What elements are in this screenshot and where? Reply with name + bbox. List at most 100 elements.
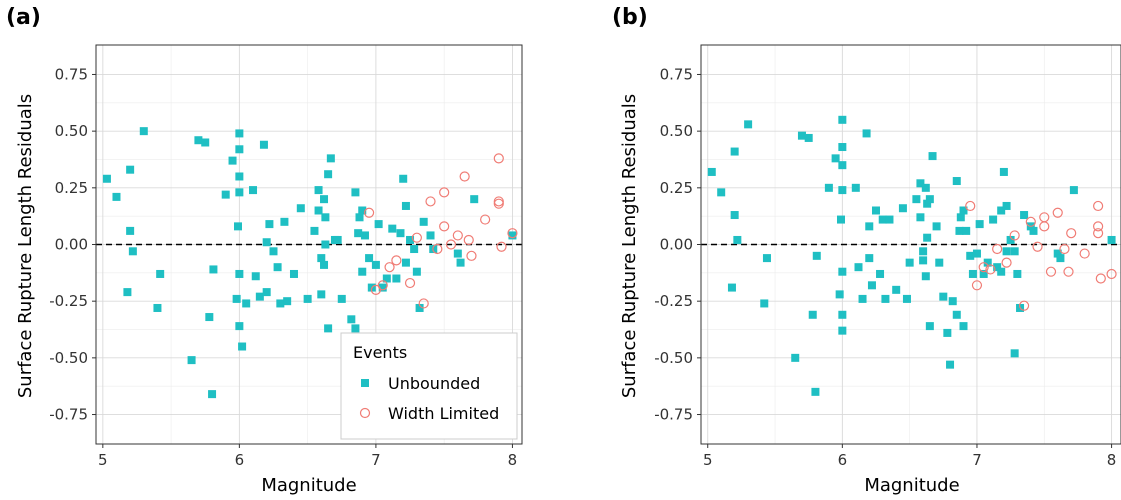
panel-b-plot-border: [700, 44, 1121, 445]
panel-b-point-unbounded: [959, 206, 968, 215]
panel-a-point-width-limited: [493, 196, 504, 207]
panel-b-point-unbounded: [928, 152, 937, 161]
panel-b-y-tick-label: 0.75: [660, 65, 693, 83]
panel-a-point-width-limited: [439, 187, 450, 198]
panel-b-y-tick-label: -0.25: [654, 292, 693, 310]
panel-a-point-unbounded: [251, 272, 260, 281]
panel-b-point-unbounded: [824, 183, 833, 192]
panel-b-point-unbounded: [838, 143, 847, 152]
panel-b-point-unbounded: [1010, 349, 1019, 358]
panel-a-point-width-limited: [439, 221, 450, 232]
panel-a-point-unbounded: [358, 206, 367, 215]
panel-a-point-unbounded: [351, 324, 360, 333]
panel-b-point-unbounded: [865, 254, 874, 263]
panel-a-point-unbounded: [410, 245, 419, 254]
panel-b-point-unbounded: [1002, 247, 1011, 256]
legend-box: [340, 332, 518, 440]
panel-a-point-unbounded: [238, 342, 247, 351]
panel-b-y-axis-title: Surface Rupture Length Residuals: [619, 94, 640, 398]
panel-b-point-unbounded: [858, 294, 867, 303]
panel-b-point-width-limited: [1059, 243, 1070, 255]
panel-b-x-tick-label: 5: [703, 451, 713, 469]
panel-b-point-unbounded: [851, 183, 860, 192]
panel-b-point-unbounded: [812, 251, 821, 260]
panel-a-point-unbounded: [280, 217, 289, 226]
panel-b-point-unbounded: [921, 183, 930, 192]
legend-unbounded-marker: [361, 379, 369, 387]
panel-a-point-width-limited: [411, 232, 422, 243]
panel-a-point-unbounded: [296, 204, 305, 213]
panel-a-y-tick-label: 0.50: [55, 122, 88, 140]
panel-b-point-width-limited: [1052, 207, 1063, 218]
panel-a-point-unbounded: [259, 140, 268, 149]
panel-b-point-unbounded: [760, 299, 769, 308]
panel-a-point-unbounded: [209, 265, 218, 274]
panel-b-point-unbounded: [831, 154, 840, 163]
panel-b-point-unbounded: [838, 186, 847, 195]
panel-a-point-unbounded: [333, 235, 342, 244]
panel-a-point-unbounded: [412, 267, 421, 276]
panel-a-point-width-limited: [463, 234, 474, 246]
panel-a-x-axis-title: Magnitude: [261, 475, 356, 496]
legend-unbounded-label: Unbounded: [388, 374, 480, 393]
panel-b-point-unbounded: [946, 360, 955, 369]
panel-a-point-unbounded: [317, 290, 326, 299]
panel-b-point-unbounded: [791, 353, 800, 362]
panel-b-point-unbounded: [952, 310, 961, 319]
panel-a-point-unbounded: [228, 156, 237, 165]
panel-a-label: (a): [6, 5, 41, 30]
panel-b-point-width-limited: [1095, 273, 1106, 284]
panel-a-x-tick-label: 7: [371, 451, 381, 469]
panel-b-point-unbounded: [952, 177, 961, 186]
panel-b-point-unbounded: [1013, 269, 1022, 278]
panel-b-point-unbounded: [876, 269, 885, 278]
panel-b-point-width-limited: [1009, 230, 1020, 241]
panel-b-point-unbounded: [744, 120, 753, 129]
panel-a-point-unbounded: [235, 269, 244, 278]
panel-a-point-unbounded: [314, 186, 323, 195]
panel-b-point-unbounded: [916, 179, 925, 188]
panel-a-point-width-limited: [480, 214, 491, 225]
panel-a-point-width-limited: [418, 298, 429, 309]
panel-b-point-unbounded: [707, 167, 716, 176]
panel-a-point-width-limited: [445, 239, 457, 250]
panel-b-point-unbounded: [878, 215, 887, 224]
panel-a-point-unbounded: [399, 174, 408, 183]
panel-a-point-unbounded: [347, 315, 356, 324]
panel-b-point-unbounded: [838, 326, 847, 335]
panel-b-point-unbounded: [997, 267, 1006, 276]
panel-a-point-unbounded: [508, 231, 517, 240]
panel-b-point-width-limited: [1063, 266, 1074, 277]
legend: Events Unbounded Width Limited: [340, 332, 518, 440]
panel-a-point-unbounded: [262, 288, 271, 297]
panel-b-point-unbounded: [1107, 235, 1116, 244]
panel-b-point-width-limited: [1032, 241, 1043, 252]
panel-b-point-width-limited: [1045, 266, 1057, 277]
panel-b-y-tick-label: 0.50: [660, 122, 693, 140]
panel-b-point-unbounded: [867, 281, 876, 290]
panel-b-point-width-limited: [965, 200, 976, 212]
panel-b-point-unbounded: [905, 258, 914, 267]
panel-a-point-unbounded: [289, 269, 298, 278]
panel-b-point-unbounded: [923, 233, 932, 242]
legend-title: Events: [353, 343, 407, 362]
panel-b-point-unbounded: [916, 213, 925, 222]
panel-b-point-unbounded: [919, 247, 928, 256]
panel-b-point-width-limited: [1066, 228, 1077, 239]
panel-b-point-unbounded: [717, 188, 726, 197]
panel-b-point-unbounded: [935, 258, 944, 267]
panel-a-point-unbounded: [255, 292, 264, 301]
panel-a-point-unbounded: [470, 195, 479, 204]
panel-a-point-unbounded: [283, 297, 292, 306]
panel-a-point-width-limited: [493, 198, 504, 209]
panel-a-point-unbounded: [194, 136, 203, 145]
panel-b-point-unbounded: [921, 272, 930, 281]
panel-b-point-unbounded: [997, 206, 1006, 215]
panel-a-point-unbounded: [303, 294, 312, 303]
panel-a-point-unbounded: [374, 220, 383, 229]
legend-width-limited-marker: [359, 407, 371, 419]
panel-a-point-unbounded: [139, 127, 148, 136]
panel-a-point-unbounded: [320, 195, 329, 204]
panel-b-point-unbounded: [932, 222, 941, 231]
